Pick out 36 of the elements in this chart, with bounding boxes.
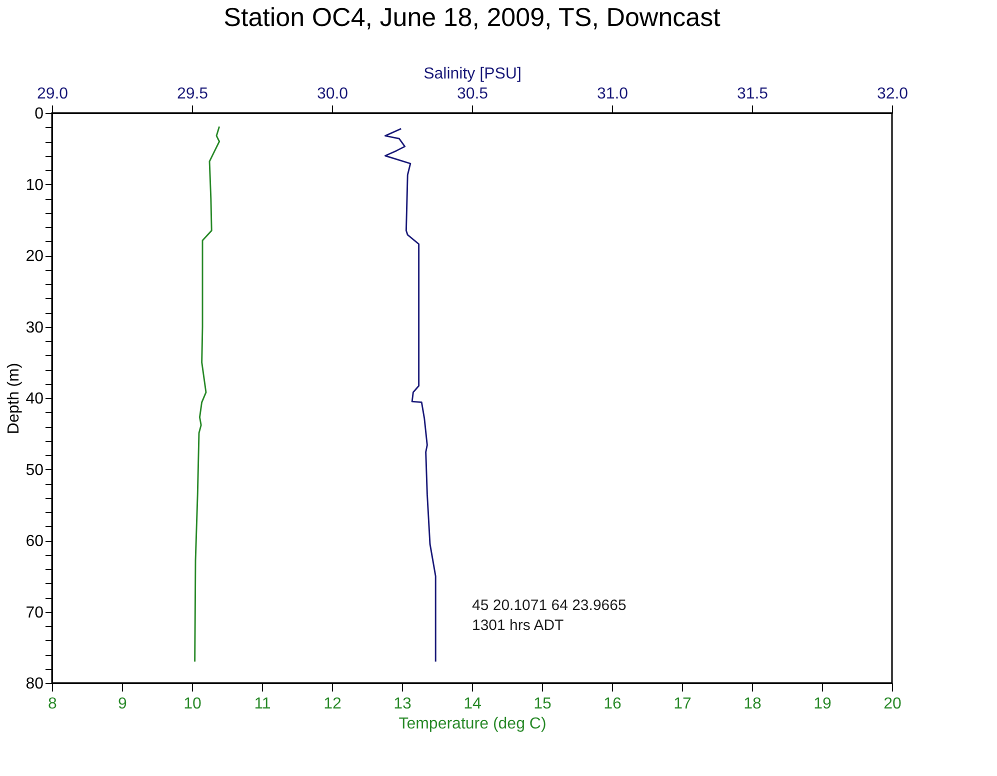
y-tick-label: 20 xyxy=(26,248,44,265)
x2-tick-label: 29.0 xyxy=(36,86,68,102)
y-tick-label: 50 xyxy=(26,462,44,479)
y-tick-label: 60 xyxy=(26,533,44,550)
x-tick-label: 18 xyxy=(744,696,762,712)
x-tick-label: 14 xyxy=(464,696,482,712)
x2-tick-label: 29.5 xyxy=(176,86,208,102)
x-tick-label: 9 xyxy=(118,696,128,712)
x2-tick-label: 32.0 xyxy=(876,86,908,102)
line-series xyxy=(194,126,220,662)
annotation: 1301 hrs ADT xyxy=(472,617,564,634)
x2-tick-label: 31.5 xyxy=(736,86,768,102)
x-tick-label: 20 xyxy=(884,696,902,712)
y-tick-label: 40 xyxy=(26,390,44,408)
y-tick-label: 30 xyxy=(26,319,44,336)
x-tick-label: 15 xyxy=(534,696,552,712)
x-tick-label: 8 xyxy=(48,696,58,712)
x2-tick-label: 31.0 xyxy=(596,86,628,102)
x-tick-label: 12 xyxy=(324,696,342,712)
x-axis-title: Temperature (deg C) xyxy=(398,716,546,732)
x2-tick-label: 30.0 xyxy=(316,86,348,102)
x-tick-label: 16 xyxy=(604,696,622,712)
x-tick-label: 11 xyxy=(254,696,271,712)
y-tick-label: 80 xyxy=(26,676,44,692)
y-tick-label: 0 xyxy=(34,106,44,122)
x-tick-label: 10 xyxy=(184,696,202,712)
x2-axis-title: Salinity [PSU] xyxy=(424,66,522,82)
y-tick-label: 10 xyxy=(26,176,44,194)
x-tick-label: 13 xyxy=(394,696,412,712)
chart-title: Station OC4, June 18, 2009, TS, Downcast xyxy=(224,2,722,32)
y-axis-title: Depth (m) xyxy=(6,362,23,434)
x-tick-label: 17 xyxy=(674,696,692,712)
x-tick-label: 19 xyxy=(814,696,832,712)
y-tick-label: 70 xyxy=(26,604,44,622)
annotation: 45 20.1071 64 23.9665 xyxy=(472,597,626,614)
x2-tick-label: 30.5 xyxy=(456,86,488,102)
